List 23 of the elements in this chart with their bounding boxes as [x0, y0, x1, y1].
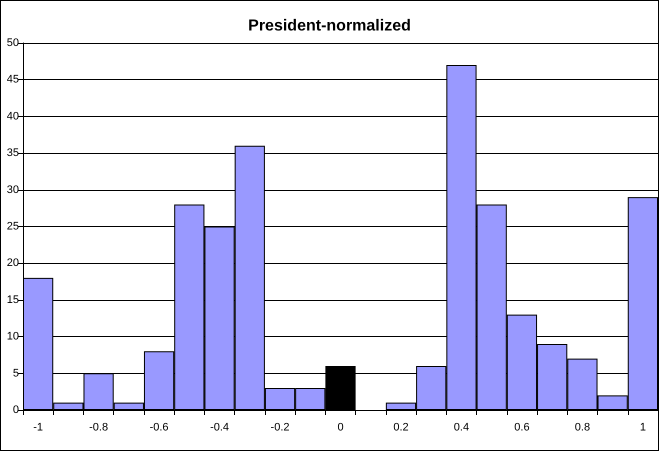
y-tick-label: 10 — [6, 330, 19, 343]
x-tick-label: 0.2 — [393, 422, 409, 434]
x-tick-label: -0.2 — [270, 422, 290, 434]
y-tick-label: 0 — [12, 404, 19, 416]
x-tick-label: 0.6 — [514, 422, 530, 434]
y-tick-label: 30 — [6, 184, 19, 196]
y-tick-label: 25 — [6, 220, 19, 232]
chart-title: President-normalized — [248, 18, 411, 34]
y-tick-label: 35 — [6, 147, 19, 160]
x-tick-label: 0.8 — [574, 422, 590, 434]
y-tick-label: 50 — [6, 37, 19, 49]
x-tick-label: -0.8 — [89, 422, 108, 434]
x-tick-label: -1 — [33, 422, 44, 434]
x-tick-label: -0.4 — [210, 422, 230, 434]
y-tick-label: 40 — [6, 110, 19, 122]
y-tick-label: 5 — [12, 367, 19, 380]
y-tick-label: 15 — [6, 294, 19, 306]
x-tick-label: 0 — [337, 422, 344, 434]
y-tick-label: 20 — [6, 257, 19, 270]
x-tick-label: -0.6 — [150, 422, 169, 434]
y-tick-label: 45 — [6, 74, 19, 86]
x-tick-label: 1 — [640, 422, 646, 434]
x-tick-label: 0.4 — [454, 422, 470, 434]
